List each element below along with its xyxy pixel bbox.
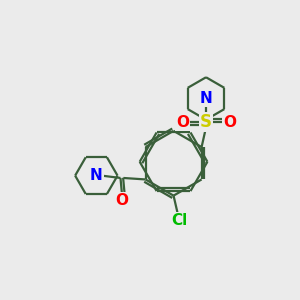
Text: N: N [200, 91, 212, 106]
Text: O: O [176, 115, 189, 130]
Text: O: O [223, 115, 236, 130]
Text: O: O [116, 193, 128, 208]
Text: N: N [90, 168, 103, 183]
Text: S: S [200, 113, 212, 131]
Text: Cl: Cl [171, 213, 188, 228]
